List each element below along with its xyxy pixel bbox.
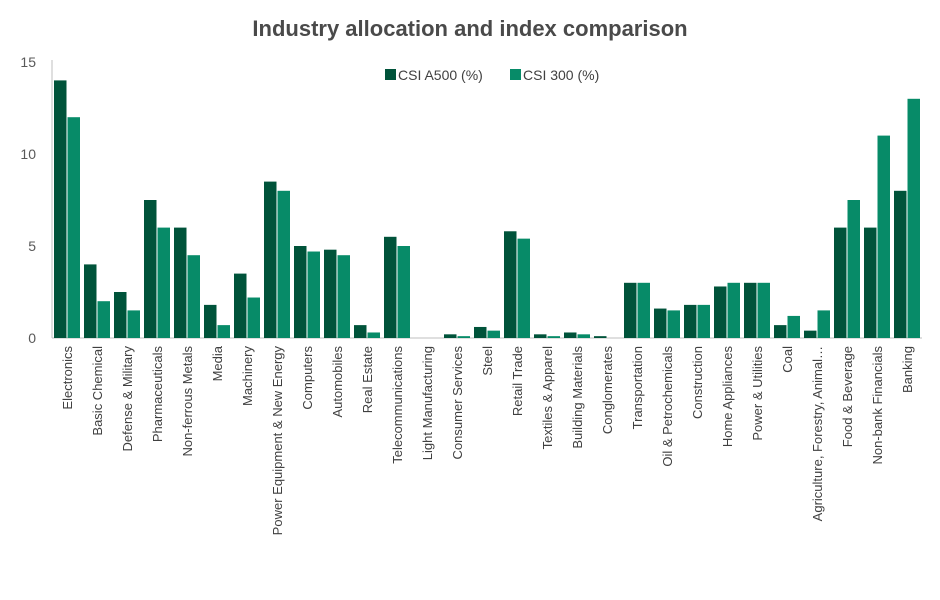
x-tick-label: Textiles & Apparel <box>540 346 555 449</box>
bar-csi-300 <box>637 282 650 338</box>
bar-csi-a500 <box>684 304 697 338</box>
bar-csi-300 <box>907 98 920 338</box>
bar-csi-a500 <box>294 246 307 338</box>
bar-csi-a500 <box>354 325 367 338</box>
bar-csi-300 <box>727 282 740 338</box>
bar-csi-300 <box>277 190 290 338</box>
bar-csi-300 <box>757 282 770 338</box>
bar-csi-a500 <box>204 304 217 338</box>
x-tick-label: Basic Chemical <box>90 346 105 436</box>
bar-csi-300 <box>877 135 890 338</box>
bar-csi-a500 <box>594 336 607 338</box>
bar-csi-a500 <box>54 80 67 339</box>
bar-csi-300 <box>667 310 680 338</box>
x-tick-label: Conglomerates <box>600 346 615 435</box>
x-tick-label: Real Estate <box>360 346 375 413</box>
bar-csi-300 <box>787 315 800 338</box>
x-tick-label: Light Manufacturing <box>420 346 435 460</box>
x-tick-label: Construction <box>690 346 705 419</box>
bar-csi-300 <box>337 255 350 338</box>
bar-csi-a500 <box>654 308 667 338</box>
legend-label: CSI 300 (%) <box>523 67 599 83</box>
bar-csi-a500 <box>144 200 157 338</box>
bar-csi-a500 <box>114 292 127 338</box>
legend-swatch <box>385 69 396 80</box>
bar-csi-300 <box>517 238 530 338</box>
x-tick-label: Power Equipment & New Energy <box>270 346 285 536</box>
bar-csi-a500 <box>744 282 757 338</box>
x-tick-label: Oil & Petrochemicals <box>660 346 675 467</box>
bar-csi-300 <box>97 301 110 338</box>
x-tick-label: Consumer Services <box>450 346 465 460</box>
x-tick-label: Non-ferrous Metals <box>180 346 195 457</box>
bar-csi-300 <box>397 246 410 338</box>
y-tick-label: 15 <box>20 54 36 70</box>
bar-csi-a500 <box>534 334 547 338</box>
bar-csi-a500 <box>804 330 817 338</box>
bar-csi-a500 <box>714 286 727 338</box>
x-tick-label: Banking <box>900 346 915 393</box>
x-tick-label: Electronics <box>60 346 75 410</box>
legend-label: CSI A500 (%) <box>398 67 483 83</box>
bar-csi-a500 <box>324 249 337 338</box>
x-tick-label: Computers <box>300 346 315 410</box>
x-tick-label: Automobiles <box>330 346 345 418</box>
y-tick-label: 10 <box>20 146 36 162</box>
x-tick-label: Transportation <box>630 346 645 429</box>
x-tick-label: Defense & Military <box>120 346 135 452</box>
bar-csi-a500 <box>864 227 877 338</box>
y-tick-label: 0 <box>28 330 36 346</box>
bar-csi-300 <box>547 336 560 338</box>
bar-csi-300 <box>367 332 380 338</box>
bar-csi-a500 <box>624 282 637 338</box>
x-tick-label: Retail Trade <box>510 346 525 416</box>
bar-csi-300 <box>697 304 710 338</box>
x-tick-label: Machinery <box>240 346 255 406</box>
bar-csi-a500 <box>444 334 457 338</box>
x-tick-label: Coal <box>780 346 795 373</box>
x-tick-label: Power & Utilities <box>750 346 765 441</box>
chart-title: Industry allocation and index comparison <box>252 16 687 41</box>
bar-csi-a500 <box>84 264 97 338</box>
bar-csi-a500 <box>774 325 787 338</box>
x-tick-label: Building Materials <box>570 346 585 449</box>
x-tick-label: Food & Beverage <box>840 346 855 447</box>
bar-csi-300 <box>847 200 860 338</box>
x-tick-label: Home Appliances <box>720 346 735 448</box>
bar-csi-a500 <box>174 227 187 338</box>
bar-csi-300 <box>817 310 830 338</box>
x-tick-label: Media <box>210 345 225 381</box>
bar-csi-a500 <box>834 227 847 338</box>
bar-csi-a500 <box>474 326 487 338</box>
bar-csi-300 <box>157 227 170 338</box>
bar-csi-a500 <box>384 236 397 338</box>
legend: CSI A500 (%) CSI 300 (%) <box>385 67 599 83</box>
bar-csi-a500 <box>894 190 907 338</box>
y-tick-label: 5 <box>28 238 36 254</box>
bar-csi-a500 <box>234 273 247 338</box>
bar-csi-300 <box>307 251 320 338</box>
x-tick-label: Telecommunications <box>390 346 405 464</box>
x-tick-label: Agriculture, Forestry, Animal… <box>810 346 825 521</box>
bar-csi-300 <box>487 330 500 338</box>
bar-csi-a500 <box>264 181 277 338</box>
x-tick-label: Non-bank Financials <box>870 346 885 465</box>
bar-csi-a500 <box>564 332 577 338</box>
x-tick-label: Pharmaceuticals <box>150 346 165 443</box>
x-axis-labels: Electronics Basic Chemical Defense & Milit… <box>60 345 915 535</box>
bar-csi-300 <box>247 297 260 338</box>
x-tick-label: Steel <box>480 346 495 376</box>
bar-csi-300 <box>577 334 590 338</box>
bar-csi-300 <box>217 325 230 338</box>
legend-swatch <box>510 69 521 80</box>
bar-csi-300 <box>457 336 470 338</box>
bar-csi-a500 <box>504 231 517 338</box>
bars <box>54 80 920 339</box>
bar-csi-300 <box>67 117 80 338</box>
bar-csi-300 <box>187 255 200 338</box>
bar-csi-300 <box>127 310 140 338</box>
